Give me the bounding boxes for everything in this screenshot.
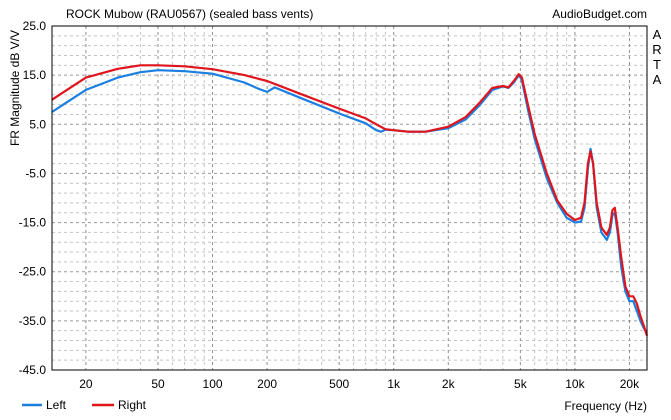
x-tick-label: 10k [565,377,585,391]
y-axis-label: FR Magnitude dB V/V [8,30,22,146]
source-label: AudioBudget.com [552,7,647,21]
x-tick-label: 200 [257,377,277,391]
x-tick-label: 100 [203,377,223,391]
x-tick-labels: 20 50 100 200 500 1k 2k 5k 10k 20k [79,377,640,391]
legend-label-left: Left [46,398,67,412]
side-label-letter: A [653,72,662,87]
legend: Left Right [22,398,147,412]
x-tick-label: 2k [442,377,456,391]
y-tick-label: -5.0 [25,166,46,180]
x-tick-label: 20 [79,377,93,391]
data-series [51,64,649,336]
y-tick-label: 25.0 [23,19,47,33]
side-label-letter: A [653,27,662,42]
y-tick-label: -15.0 [19,216,47,230]
x-tick-label: 50 [151,377,165,391]
y-tick-label: 5.0 [29,117,46,131]
x-axis-label: Frequency (Hz) [564,399,647,413]
side-label-letter: R [652,42,661,57]
chart-title: ROCK Mubow (RAU0567) (sealed bass vents) [66,7,313,21]
x-tick-label: 500 [329,377,349,391]
legend-label-right: Right [118,398,147,412]
side-label-letter: T [653,57,661,72]
x-tick-label: 1k [387,377,401,391]
y-tick-label: 15.0 [23,68,47,82]
x-tick-label: 20k [620,377,640,391]
series-line-right [51,64,649,336]
y-tick-label: -35.0 [19,314,47,328]
y-tick-label: -45.0 [19,363,47,377]
x-tick-label: 5k [514,377,528,391]
plot-frame [51,25,648,371]
y-tick-label: -25.0 [19,265,47,279]
y-tick-labels: 25.0 15.0 5.0 -5.0 -15.0 -25.0 -35.0 -45.0 [19,19,47,377]
